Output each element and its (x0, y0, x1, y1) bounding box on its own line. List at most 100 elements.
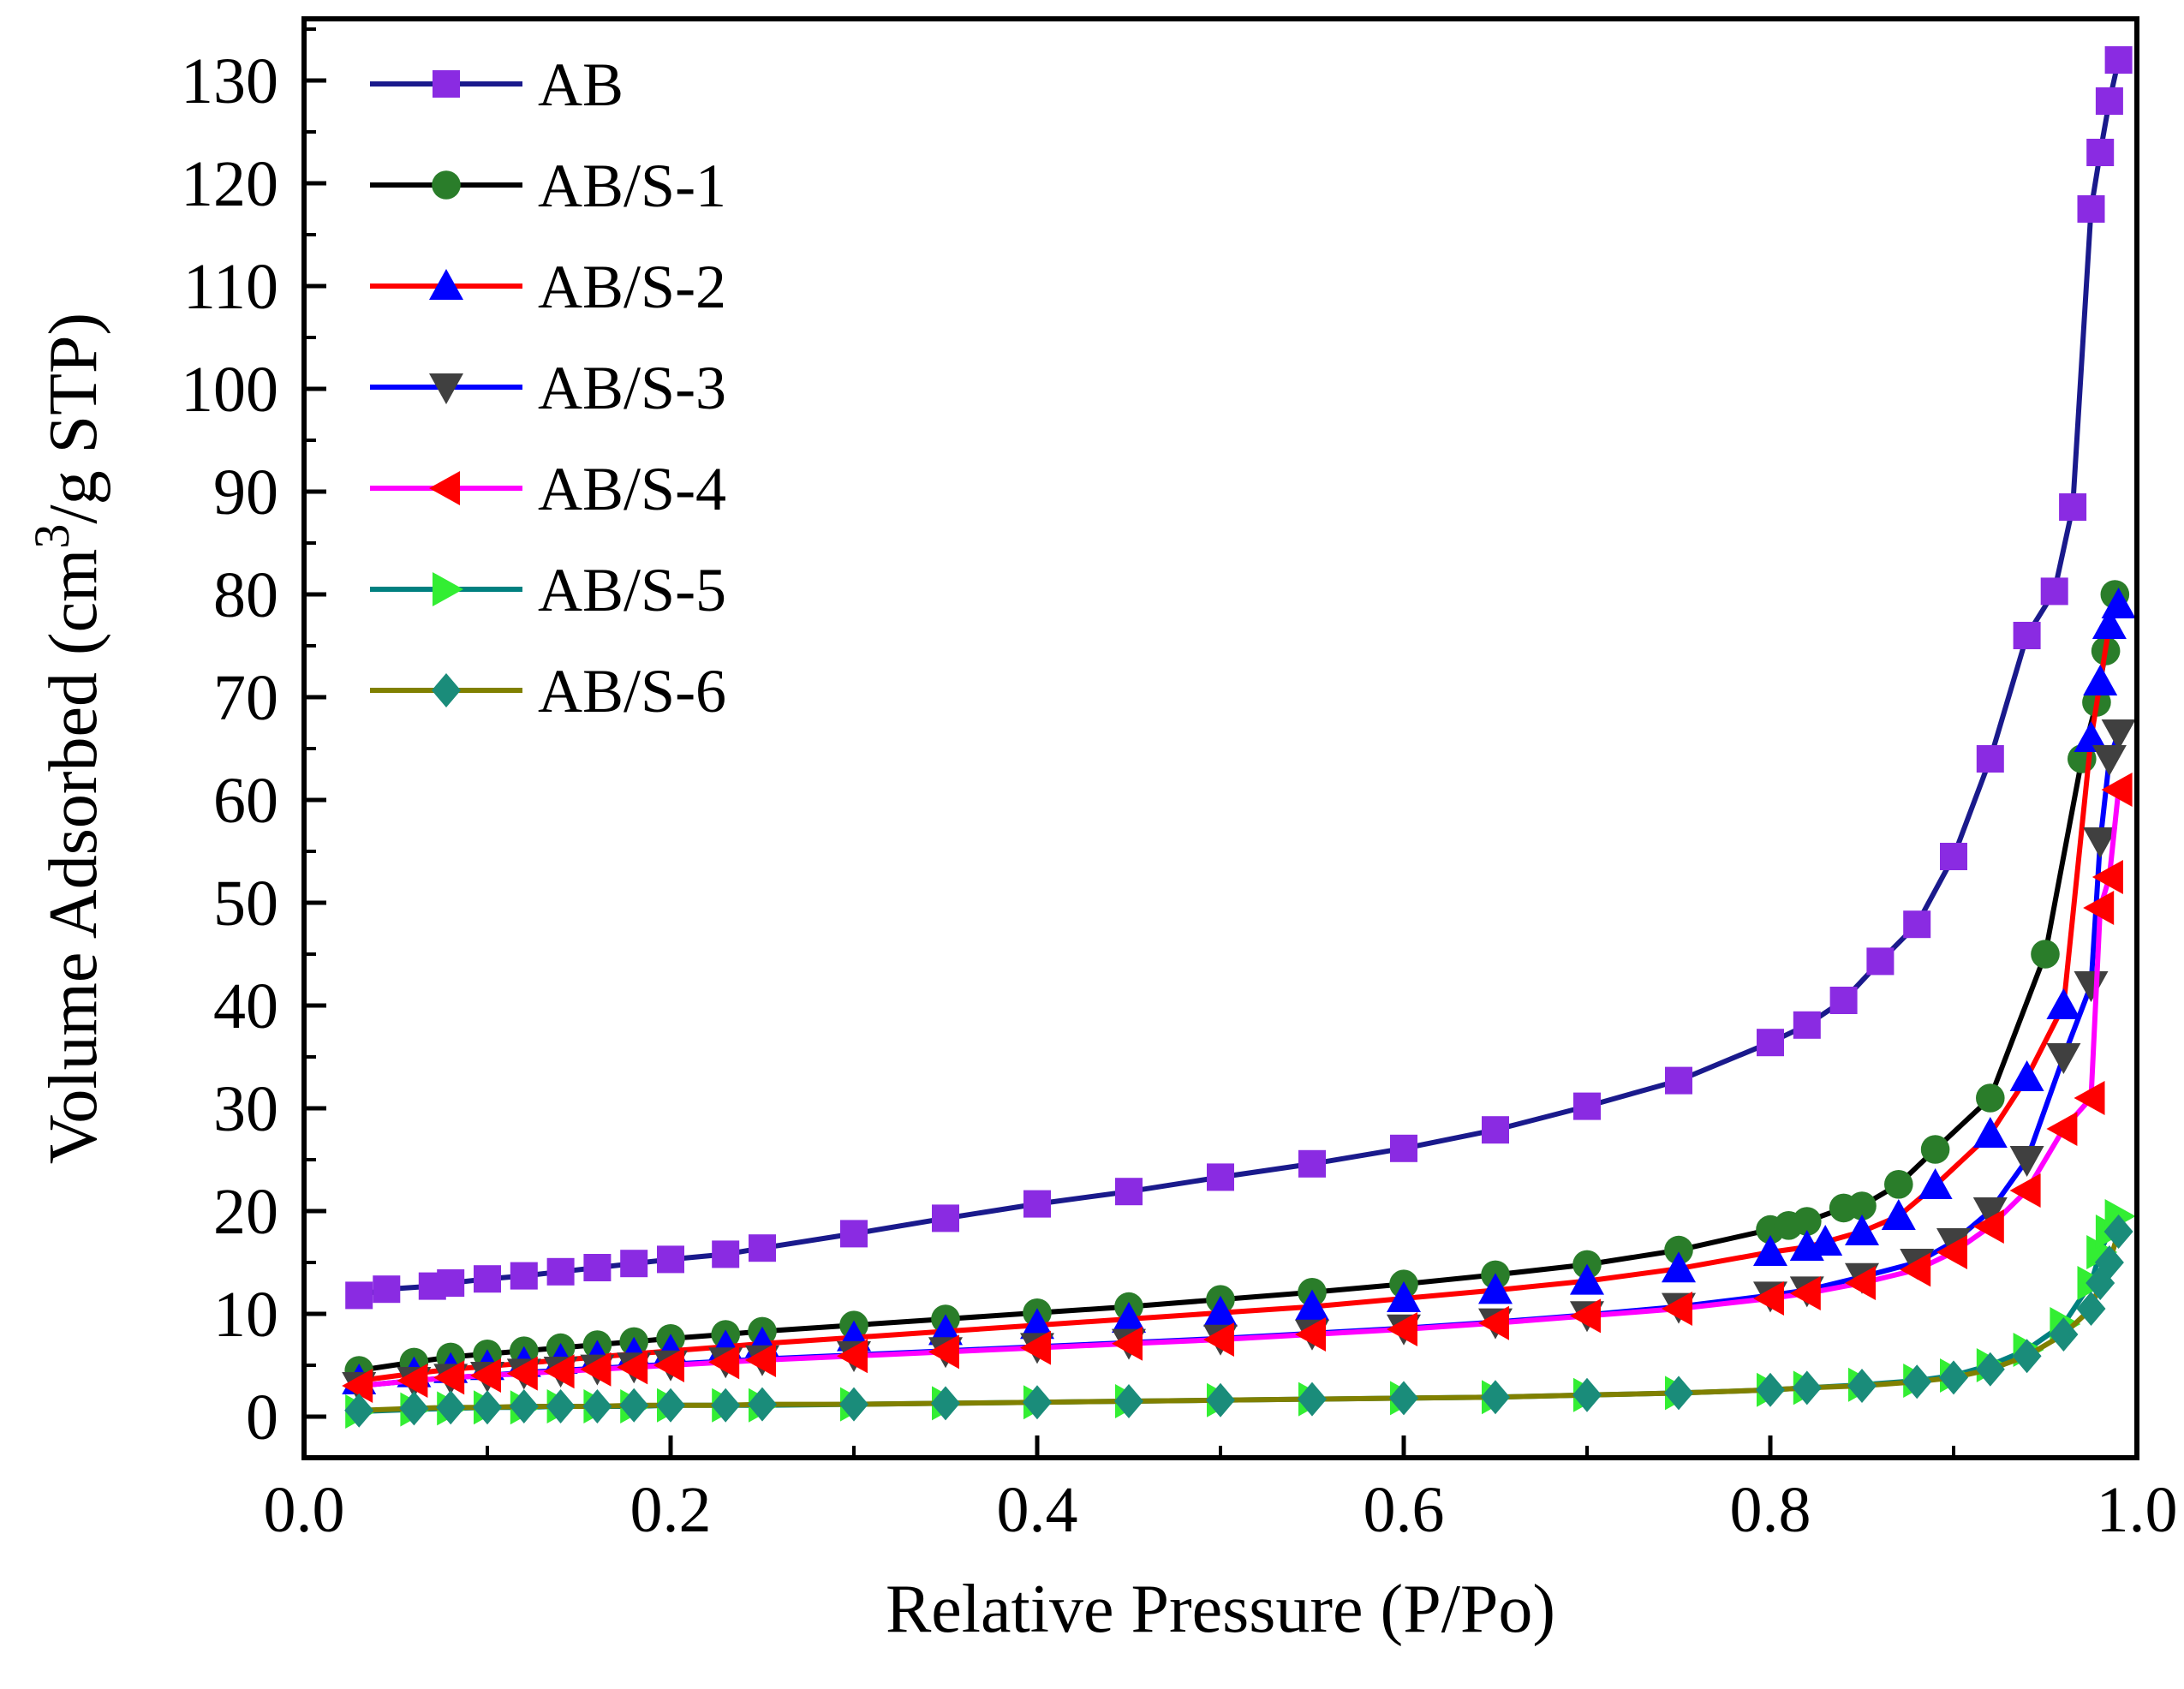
y-axis-title-superscript: 3 (24, 524, 80, 549)
data-point (2104, 46, 2133, 74)
data-point (620, 1250, 648, 1278)
data-point (373, 1275, 401, 1304)
y-tick-label: 130 (181, 45, 278, 117)
series-layer (342, 46, 2136, 1429)
x-tick-label: 0.0 (264, 1474, 345, 1546)
data-point (2049, 1317, 2079, 1352)
data-point (1918, 1168, 1953, 1199)
data-point (2012, 1339, 2042, 1374)
data-point (711, 1388, 741, 1423)
y-tick-label: 100 (181, 354, 278, 426)
data-point (839, 1387, 868, 1422)
data-point (2074, 1081, 2105, 1115)
data-point (748, 1387, 777, 1422)
data-point (2046, 1112, 2078, 1146)
series-ab (345, 46, 2133, 1310)
data-point (1793, 1207, 1822, 1236)
data-point (2095, 87, 2123, 115)
data-point (1662, 1251, 1696, 1283)
data-point (1940, 843, 1967, 870)
data-point (2074, 971, 2109, 1002)
data-point (2059, 493, 2087, 521)
data-point (1115, 1178, 1143, 1206)
data-point (1881, 1199, 1916, 1230)
data-point (506, 1356, 538, 1391)
data-point (2009, 1173, 2041, 1208)
series-line (358, 603, 2121, 1383)
data-point (928, 1334, 959, 1370)
y-axis-title-tail: /g STP) (36, 313, 111, 524)
data-point (2092, 745, 2127, 776)
legend-marker (432, 673, 461, 707)
y-tick-label: 80 (213, 559, 278, 631)
data-point (546, 1257, 575, 1286)
data-point (2083, 665, 2118, 695)
data-point (1387, 1281, 1421, 1312)
data-point (1866, 947, 1895, 976)
data-point (582, 1389, 612, 1423)
data-point (1295, 1289, 1329, 1321)
legend-marker (432, 170, 461, 200)
data-point (546, 1389, 576, 1423)
legend-item: AB/S-3 (370, 354, 726, 422)
data-point (470, 1358, 501, 1393)
legend-label: AB/S-1 (538, 152, 726, 220)
data-point (656, 1388, 685, 1423)
legend-label: AB/S-6 (538, 657, 726, 725)
x-axis-ticks: 0.0 0.2 0.4 0.6 0.8 1.0 (264, 1435, 2178, 1546)
data-point (1482, 1116, 1509, 1144)
data-point (708, 1345, 740, 1380)
data-point (473, 1390, 502, 1425)
data-point (1662, 1292, 1692, 1326)
data-point (1757, 1029, 1784, 1057)
data-point (1753, 1235, 1787, 1266)
y-tick-label: 20 (213, 1176, 278, 1248)
data-point (931, 1386, 960, 1421)
data-point (619, 1388, 649, 1423)
data-point (712, 1240, 740, 1268)
y-tick-label: 10 (213, 1279, 278, 1351)
x-tick-label: 0.8 (1730, 1474, 1811, 1546)
data-point (2031, 940, 2060, 969)
data-point (837, 1339, 868, 1374)
data-point (2101, 719, 2136, 750)
y-tick-label: 50 (213, 868, 278, 940)
data-point (1206, 1382, 1235, 1417)
data-point (1570, 1298, 1601, 1334)
data-point (2092, 608, 2127, 639)
data-point (1902, 1364, 1932, 1400)
data-point (840, 1220, 868, 1248)
data-point (617, 1350, 648, 1385)
data-point (474, 1265, 501, 1293)
y-tick-label: 90 (213, 457, 278, 528)
x-axis-title: Relative Pressure (P/Po) (886, 1572, 1555, 1647)
data-point (1023, 1190, 1051, 1218)
data-point (1389, 1381, 1418, 1416)
y-tick-label: 40 (213, 970, 278, 1042)
data-point (1756, 1372, 1785, 1407)
data-point (2094, 1245, 2124, 1280)
legend-item: AB/S-4 (370, 455, 726, 523)
data-point (1976, 1083, 2005, 1113)
data-point (2009, 1060, 2044, 1091)
x-tick-label: 1.0 (2097, 1474, 2178, 1546)
data-point (433, 1360, 465, 1395)
data-point (1808, 1225, 1843, 1256)
data-point (2009, 1146, 2044, 1177)
data-point (1203, 1322, 1234, 1357)
series-ab-s-6 (344, 1215, 2133, 1428)
data-point (1939, 1360, 1968, 1395)
data-point (399, 1391, 429, 1426)
data-point (1298, 1149, 1326, 1178)
data-point (2074, 721, 2109, 752)
legend-item: AB (370, 51, 624, 119)
data-point (1903, 910, 1931, 939)
series-ab-s-1 (344, 580, 2130, 1385)
legend-marker (429, 373, 463, 404)
data-point (1972, 1117, 2008, 1148)
data-point (2046, 1043, 2081, 1074)
legend: AB AB/S-1 AB/S-2 AB/S-3 AB/S-4 AB/S-5 AB/S-6 (370, 51, 726, 725)
data-point (509, 1389, 539, 1423)
